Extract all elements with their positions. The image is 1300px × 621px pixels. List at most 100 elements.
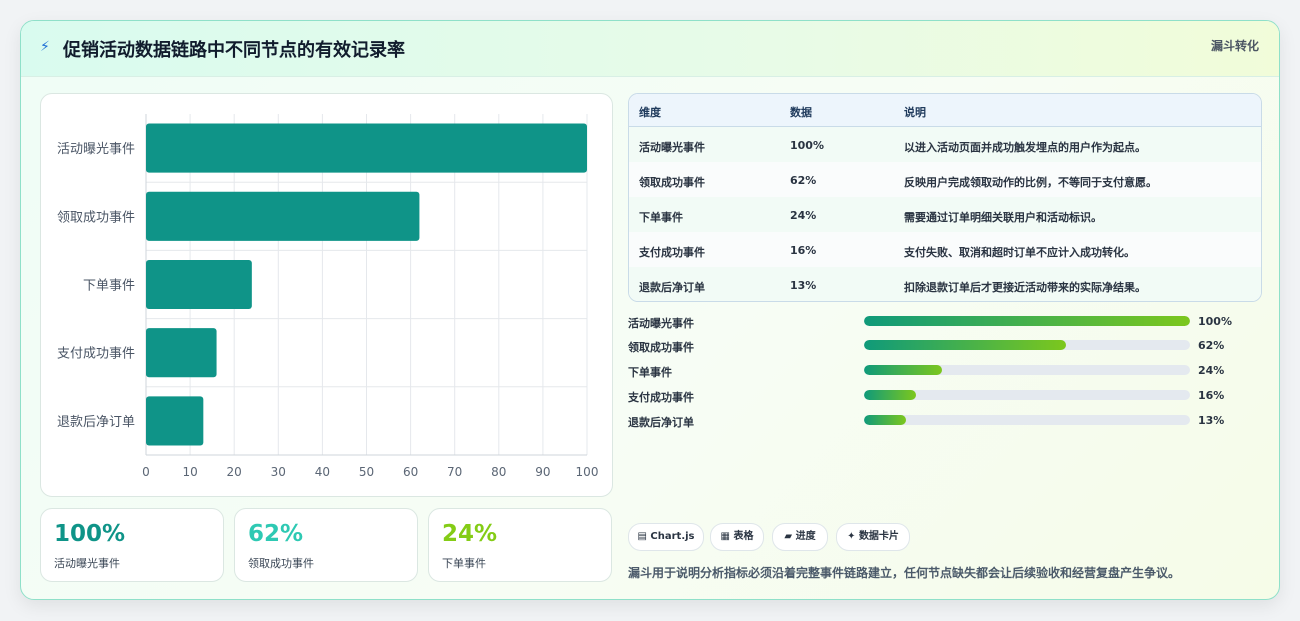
progress-row: 领取成功事件 62% <box>628 337 1268 355</box>
progress-label: 退款后净订单 <box>628 416 694 429</box>
table-row: 活动曝光事件 100% 以进入活动页面并成功触发埋点的用户作为起点。 <box>629 127 1261 163</box>
table-cell: 以进入活动页面并成功触发埋点的用户作为起点。 <box>904 141 1146 154</box>
y-tick-label: 领取成功事件 <box>57 210 135 225</box>
bar <box>146 259 252 310</box>
chip-label: 数据卡片 <box>858 531 899 542</box>
progress-row: 下单事件 24% <box>628 362 1268 380</box>
bar <box>146 191 420 241</box>
table-row: 退款后净订单 13% 扣除退款订单后才更接近活动带来的实际净结果。 <box>629 267 1261 301</box>
progress-fill <box>864 340 1067 350</box>
y-tick-label: 支付成功事件 <box>57 347 135 362</box>
chip-label: 表格 <box>733 531 754 542</box>
x-tick-label: 90 <box>535 465 550 479</box>
x-tick-label: 30 <box>271 465 286 479</box>
card-header: ⚡ 促销活动数据链路中不同节点的有效记录率 漏斗转化 <box>21 21 1279 77</box>
progress-fill <box>864 365 943 375</box>
column-header: 维度 <box>639 106 661 119</box>
progress-label: 活动曝光事件 <box>628 317 694 330</box>
progress-fill <box>864 316 1190 326</box>
table-row: 领取成功事件 62% 反映用户完成领取动作的比例，不等同于支付意愿。 <box>629 162 1261 198</box>
chip-progress[interactable]: ▰ 进度 <box>772 523 828 551</box>
table-cell: 反映用户完成领取动作的比例，不等同于支付意愿。 <box>904 176 1157 189</box>
table-cell: 62% <box>790 174 817 187</box>
progress-track <box>864 390 1190 400</box>
header-tag: 漏斗转化 <box>1210 39 1259 53</box>
progress-value: 100% <box>1198 315 1232 328</box>
y-tick-label: 下单事件 <box>83 279 135 294</box>
chip-table[interactable]: ▦ 表格 <box>710 523 764 551</box>
chart-icon: ▤ <box>637 531 647 542</box>
table-cell: 需要通过订单明细关联用户和活动标识。 <box>904 211 1102 224</box>
sparkle-icon: ✦ <box>847 531 856 542</box>
table-icon: ▦ <box>720 531 730 542</box>
x-tick-label: 80 <box>491 465 506 479</box>
chip-label: 进度 <box>795 531 816 542</box>
bar-chart: 0 10 20 30 40 50 60 70 80 90 100 活动曝光事件领取成功事件下单事件支付… <box>57 114 599 479</box>
x-tick-label: 20 <box>227 465 242 479</box>
bar <box>146 396 204 446</box>
progress-value: 16% <box>1198 389 1225 402</box>
table-cell: 13% <box>790 279 817 292</box>
kpi-label: 领取成功事件 <box>248 557 314 570</box>
progress-track <box>864 365 1190 375</box>
kpi-value: 100% <box>54 521 126 547</box>
kpi-card: 100% 活动曝光事件 <box>40 508 224 582</box>
table-row: 支付成功事件 16% 支付失败、取消和超时订单不应计入成功转化。 <box>629 232 1261 268</box>
x-tick-label: 0 <box>142 465 150 479</box>
chip-data-card[interactable]: ✦ 数据卡片 <box>836 523 910 551</box>
kpi-value: 24% <box>442 521 498 547</box>
table-cell: 支付失败、取消和超时订单不应计入成功转化。 <box>904 246 1135 259</box>
x-tick-label: 60 <box>403 465 418 479</box>
table-cell: 退款后净订单 <box>639 281 705 294</box>
kpi-label: 下单事件 <box>442 557 486 570</box>
bar-chart-panel: 0 10 20 30 40 50 60 70 80 90 100 活动曝光事件 领取成功事件下单事件支付… <box>40 93 613 497</box>
progress-fill <box>864 415 907 425</box>
progress-label: 下单事件 <box>628 366 672 379</box>
kpi-card: 24% 下单事件 <box>428 508 612 582</box>
table-cell: 24% <box>790 209 817 222</box>
x-tick-label: 50 <box>359 465 374 479</box>
column-header: 说明 <box>904 106 926 119</box>
progress-row: 支付成功事件 16% <box>628 387 1268 405</box>
bolt-icon: ⚡ <box>40 39 50 55</box>
progress-label: 支付成功事件 <box>628 391 694 404</box>
dashboard-card: ⚡ 促销活动数据链路中不同节点的有效记录率 漏斗转化 0 10 20 30 40 50 60… <box>20 20 1280 600</box>
chip-label: Chart.js <box>650 531 695 542</box>
kpi-label: 活动曝光事件 <box>54 557 120 570</box>
y-tick-label: 活动曝光事件 <box>57 142 135 157</box>
table-cell: 16% <box>790 244 817 257</box>
x-tick-label: 70 <box>447 465 462 479</box>
progress-value: 62% <box>1198 339 1225 352</box>
y-tick-label: 退款后净订单 <box>57 415 135 430</box>
table-cell: 活动曝光事件 <box>639 141 705 154</box>
data-table: 维度 数据 说明 活动曝光事件 100% 以进入活动页面并成功触发埋点的用户作为… <box>628 93 1262 302</box>
table-cell: 下单事件 <box>639 211 683 224</box>
table-cell: 支付成功事件 <box>639 246 705 259</box>
footer-note: 漏斗用于说明分析指标必须沿着完整事件链路建立，任何节点缺失都会让后续验收和经营复… <box>628 566 1181 580</box>
x-tick-label: 10 <box>182 465 197 479</box>
progress-track <box>864 415 1190 425</box>
x-tick-label: 40 <box>315 465 330 479</box>
x-tick-label: 100 <box>576 465 599 479</box>
kpi-value: 62% <box>248 521 304 547</box>
progress-row: 退款后净订单 13% <box>628 412 1268 430</box>
table-cell: 领取成功事件 <box>639 176 705 189</box>
progress-track <box>864 340 1190 350</box>
column-header: 数据 <box>790 106 812 119</box>
progress-track <box>864 316 1190 326</box>
table-cell: 100% <box>790 139 824 152</box>
kpi-card: 62% 领取成功事件 <box>234 508 418 582</box>
progress-label: 领取成功事件 <box>628 341 694 354</box>
bar <box>146 123 587 173</box>
table-row: 下单事件 24% 需要通过订单明细关联用户和活动标识。 <box>629 197 1261 233</box>
table-header: 维度 数据 说明 <box>629 94 1261 127</box>
progress-value: 24% <box>1198 364 1225 377</box>
page-title: 促销活动数据链路中不同节点的有效记录率 <box>63 40 405 61</box>
progress-value: 13% <box>1198 414 1225 427</box>
progress-fill <box>864 390 917 400</box>
progress-row: 活动曝光事件 100% <box>628 313 1268 331</box>
table-cell: 扣除退款订单后才更接近活动带来的实际净结果。 <box>904 281 1146 294</box>
chip-chartjs[interactable]: ▤ Chart.js <box>628 523 704 551</box>
bar <box>146 328 217 378</box>
progress-icon: ▰ <box>784 531 793 542</box>
